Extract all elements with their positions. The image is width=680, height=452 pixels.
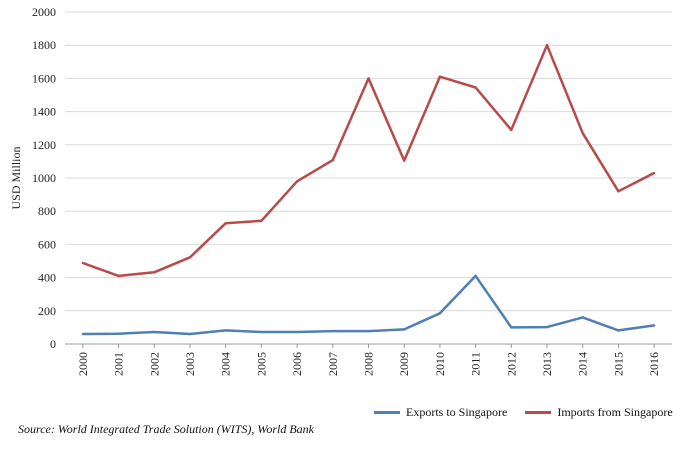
- data-point-imports: [474, 86, 477, 89]
- x-tick-label: 2003: [183, 352, 197, 376]
- x-tick-label: 2000: [76, 352, 90, 376]
- data-point-imports: [224, 221, 227, 225]
- data-point-imports: [652, 171, 656, 175]
- y-tick-label: 1200: [32, 138, 56, 152]
- data-point-exports: [367, 329, 370, 333]
- y-tick-label: 2000: [32, 5, 56, 19]
- data-point-exports: [117, 332, 120, 335]
- legend-label-imports: Imports from Singapore: [557, 405, 673, 419]
- y-tick-label: 800: [38, 204, 56, 218]
- x-tick-label: 2016: [647, 352, 661, 376]
- data-point-imports: [438, 75, 442, 78]
- y-tick-label: 1800: [32, 38, 56, 52]
- x-tick-label: 2010: [433, 352, 447, 376]
- data-point-imports: [617, 190, 620, 193]
- y-tick-label: 600: [38, 237, 56, 251]
- data-point-exports: [438, 312, 442, 315]
- y-tick-label: 1600: [32, 71, 56, 85]
- x-tick-label: 2012: [504, 352, 518, 376]
- data-point-imports: [260, 219, 263, 223]
- data-point-imports: [367, 77, 370, 80]
- legend-label-exports: Exports to Singapore: [406, 405, 508, 419]
- data-point-imports: [331, 158, 334, 162]
- data-point-imports: [188, 256, 192, 259]
- y-tick-label: 400: [38, 271, 56, 285]
- data-point-exports: [581, 316, 584, 319]
- data-point-exports: [153, 330, 156, 334]
- x-tick-label: 2005: [254, 352, 268, 376]
- data-point-imports: [581, 131, 584, 135]
- x-tick-label: 2008: [362, 352, 376, 376]
- data-point-imports: [81, 261, 85, 265]
- legend-item-exports: Exports to Singapore: [374, 405, 507, 420]
- x-tick-label: 2011: [469, 352, 483, 376]
- x-tick-label: 2013: [540, 352, 554, 376]
- source-note: Source: World Integrated Trade Solution …: [18, 422, 314, 436]
- x-tick-label: 2001: [112, 352, 126, 376]
- data-point-imports: [117, 274, 120, 278]
- series-line-imports: [82, 43, 655, 278]
- data-point-exports: [617, 329, 620, 332]
- data-point-imports: [295, 180, 299, 183]
- legend: Exports to Singapore Imports from Singap…: [374, 405, 673, 420]
- x-tick-label: 2002: [147, 352, 161, 376]
- data-point-imports: [545, 44, 549, 47]
- data-point-exports: [652, 324, 656, 327]
- x-tick-label: 2014: [576, 352, 590, 376]
- x-tick-label: 2009: [397, 352, 411, 376]
- legend-item-imports: Imports from Singapore: [525, 405, 673, 420]
- data-point-exports: [188, 332, 192, 336]
- x-tick-label: 2004: [219, 352, 233, 376]
- data-point-exports: [260, 330, 263, 334]
- data-point-imports: [153, 271, 156, 274]
- data-point-exports: [224, 329, 227, 332]
- x-tick-label: 2007: [326, 352, 340, 376]
- data-point-imports: [510, 128, 513, 132]
- data-point-exports: [474, 274, 477, 278]
- data-point-exports: [331, 329, 334, 333]
- data-point-imports: [403, 159, 406, 162]
- y-axis-label: USD Million: [9, 146, 23, 209]
- data-point-exports: [545, 325, 549, 329]
- data-point-exports: [81, 332, 85, 336]
- data-point-exports: [295, 330, 299, 334]
- data-point-exports: [403, 328, 406, 331]
- y-tick-label: 200: [38, 304, 56, 318]
- y-tick-label: 1400: [32, 105, 56, 119]
- y-tick-label: 1000: [32, 171, 56, 185]
- data-point-exports: [510, 326, 513, 329]
- legend-swatch-exports: [374, 411, 400, 414]
- x-tick-label: 2015: [611, 352, 625, 376]
- y-tick-label: 0: [50, 337, 56, 351]
- series-line-exports: [82, 274, 655, 336]
- x-tick-label: 2006: [290, 352, 304, 376]
- legend-swatch-imports: [525, 411, 552, 414]
